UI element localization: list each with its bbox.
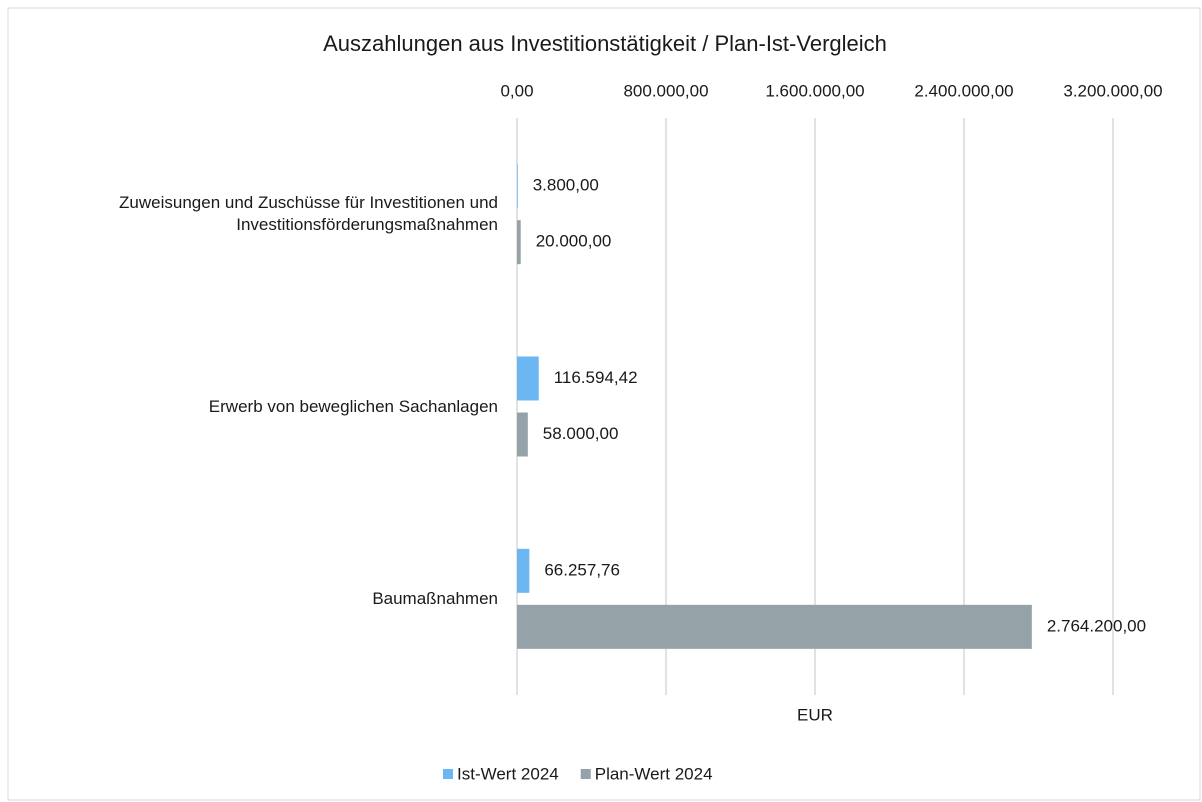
bar	[517, 604, 1032, 649]
y-tick-label: Baumaßnahmen	[372, 588, 498, 608]
data-label: 20.000,00	[536, 232, 612, 251]
x-tick-label: 2.400.000,00	[914, 81, 1013, 100]
x-axis-label: EUR	[797, 705, 833, 724]
legend-label: Ist-Wert 2024	[457, 764, 559, 783]
bar	[517, 164, 518, 209]
data-label: 116.594,42	[554, 368, 638, 387]
legend-label: Plan-Wert 2024	[595, 764, 713, 783]
legend-swatch	[580, 769, 591, 779]
x-tick-label: 3.200.000,00	[1063, 81, 1162, 100]
bar	[517, 548, 530, 593]
y-tick-label: Zuweisungen und Zuschüsse für Investitio…	[119, 193, 498, 235]
x-tick-label: 0,00	[500, 81, 533, 100]
data-label: 3.800,00	[533, 176, 599, 195]
bar	[517, 356, 539, 401]
chart-title: Auszahlungen aus Investitionstätigkeit /…	[323, 31, 887, 56]
data-label: 58.000,00	[543, 424, 619, 443]
legend-swatch	[443, 769, 453, 779]
x-tick-label: 800.000,00	[623, 81, 708, 100]
chart-border	[7, 7, 1201, 801]
data-label: 2.764.200,00	[1047, 616, 1146, 635]
data-label: 66.257,76	[544, 560, 620, 579]
bar	[517, 220, 521, 265]
y-tick-label: Erwerb von beweglichen Sachanlagen	[208, 396, 498, 416]
x-tick-label: 1.600.000,00	[765, 81, 864, 100]
bar	[517, 412, 528, 457]
